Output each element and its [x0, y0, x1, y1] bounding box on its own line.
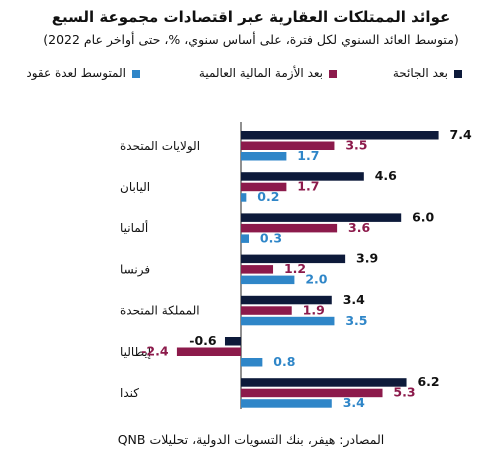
- legend-label-pandemic: بعد الجائحة: [392, 66, 448, 80]
- bar-gfc: [241, 182, 287, 192]
- value-label-decades: 3.5: [345, 313, 367, 328]
- bar-pandemic: [224, 337, 241, 346]
- value-label-decades: 0.2: [257, 189, 279, 204]
- bar-gfc: [176, 347, 241, 356]
- category-label: اليابان: [120, 180, 150, 194]
- value-label-pandemic: -0.6: [189, 333, 217, 348]
- value-label-decades: 1.7: [297, 148, 319, 163]
- legend-label-decades: المتوسط لعدة عقود: [26, 66, 126, 80]
- source-note: المصادر: هيفر، بنك التسويات الدولية، تحل…: [117, 432, 385, 447]
- value-label-gfc: 3.6: [348, 220, 370, 235]
- value-label-pandemic: 4.6: [375, 168, 397, 183]
- value-label-decades: 0.8: [273, 354, 295, 369]
- value-label-pandemic: 3.9: [356, 251, 378, 266]
- bar-gfc: [241, 265, 274, 274]
- legend-swatch-gfc: [329, 69, 337, 78]
- chart-subtitle: (متوسط العائد السنوي لكل فترة، على أساس …: [43, 32, 459, 47]
- bar-gfc: [241, 306, 292, 315]
- value-label-pandemic: 3.4: [343, 292, 365, 307]
- category-label: فرنسا: [120, 262, 150, 277]
- category-label: كندا: [120, 386, 139, 400]
- value-label-gfc: 1.7: [297, 179, 319, 194]
- value-label-gfc: 5.3: [393, 385, 415, 400]
- category-label: المملكة المتحدة: [120, 304, 200, 318]
- value-label-gfc: 1.9: [303, 302, 325, 317]
- bar-pandemic: [241, 378, 407, 387]
- category-label: ألمانيا: [120, 220, 148, 235]
- legend: بعد الجائحة بعد الأزمة المالية العالمية …: [0, 66, 502, 86]
- bar-pandemic: [241, 172, 364, 181]
- bar-decades: [241, 358, 263, 367]
- value-label-pandemic: 6.2: [417, 374, 439, 389]
- bar-decades: [241, 316, 335, 326]
- legend-item-gfc: بعد الأزمة المالية العالمية: [199, 66, 337, 80]
- bar-decades: [241, 399, 332, 408]
- bar-pandemic: [241, 131, 439, 140]
- category-label: الولايات المتحدة: [120, 139, 200, 154]
- bar-gfc: [241, 141, 335, 150]
- bar-pandemic: [241, 254, 346, 264]
- value-label-gfc: 3.5: [345, 138, 367, 153]
- bar-gfc: [241, 388, 383, 398]
- legend-label-gfc: بعد الأزمة المالية العالمية: [198, 66, 323, 80]
- bar-chart: الولايات المتحدة 7.4 3.5 1.7 اليابان 4.6 1.7 0.…: [120, 122, 472, 410]
- bar-decades: [241, 234, 250, 243]
- legend-swatch-pandemic: [454, 69, 462, 78]
- bar-pandemic: [241, 295, 332, 305]
- value-label-gfc: -2.4: [141, 344, 169, 359]
- legend-item-decades: المتوسط لعدة عقود: [26, 66, 140, 80]
- legend-swatch-decades: [132, 69, 140, 78]
- value-label-decades: 0.3: [260, 230, 282, 245]
- value-label-decades: 3.4: [343, 395, 365, 410]
- category-label: إيطاليا: [120, 345, 151, 359]
- bar-gfc: [241, 223, 338, 233]
- value-label-pandemic: 6.0: [412, 209, 434, 224]
- value-label-decades: 2.0: [305, 272, 327, 287]
- bar-decades: [241, 193, 247, 202]
- bar-decades: [241, 275, 295, 285]
- bar-decades: [241, 152, 287, 161]
- value-label-pandemic: 7.4: [450, 127, 472, 142]
- bar-pandemic: [241, 213, 402, 222]
- chart-title: عوائد الممتلكات العقارية عبر اقتصادات مج…: [51, 8, 451, 26]
- value-label-gfc: 1.2: [284, 261, 306, 276]
- legend-item-pandemic: بعد الجائحة: [393, 66, 462, 80]
